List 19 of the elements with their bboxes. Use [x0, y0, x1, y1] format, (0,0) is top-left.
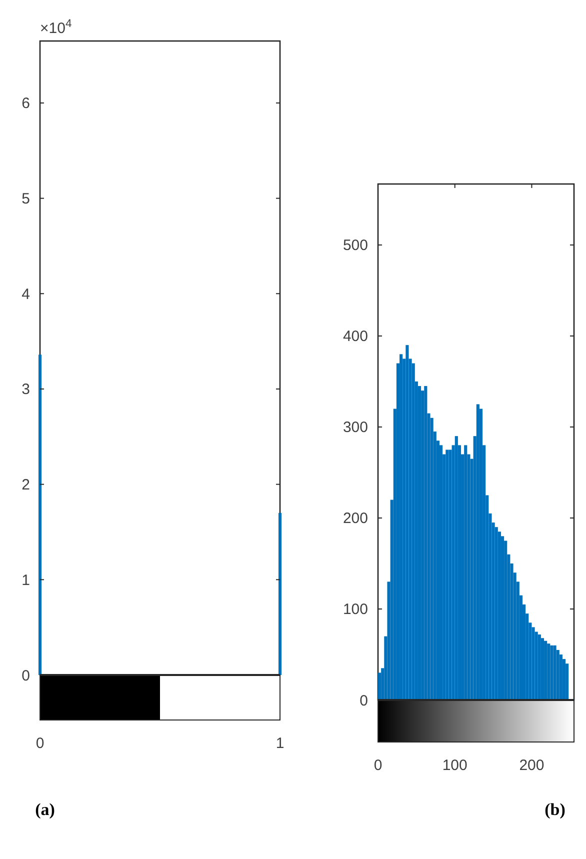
- y-tick-label: 6: [22, 95, 30, 112]
- y-tick-label: 4: [22, 286, 30, 303]
- y-tick-label: 0: [22, 667, 30, 684]
- y-tick-label: 3: [22, 381, 30, 398]
- y-tick-label: 200: [342, 510, 368, 528]
- x-tick-label: 100: [442, 757, 468, 774]
- y-tick-label: 300: [342, 419, 368, 436]
- x-tick-label: 0: [374, 757, 382, 774]
- y-tick-label: 2: [22, 476, 30, 494]
- text: (a): [35, 800, 55, 819]
- x-tick-label: 200: [519, 757, 544, 774]
- y-tick-label: 100: [342, 601, 368, 618]
- y-tick-label: 1: [22, 572, 30, 589]
- y-tick-label: 500: [342, 237, 368, 254]
- y-tick-label: 0: [360, 692, 368, 710]
- y-tick-label: 5: [22, 190, 30, 208]
- text: ×10$^{4}$: [40, 18, 72, 37]
- y-tick-label: 400: [342, 328, 368, 346]
- text: (b): [544, 800, 566, 819]
